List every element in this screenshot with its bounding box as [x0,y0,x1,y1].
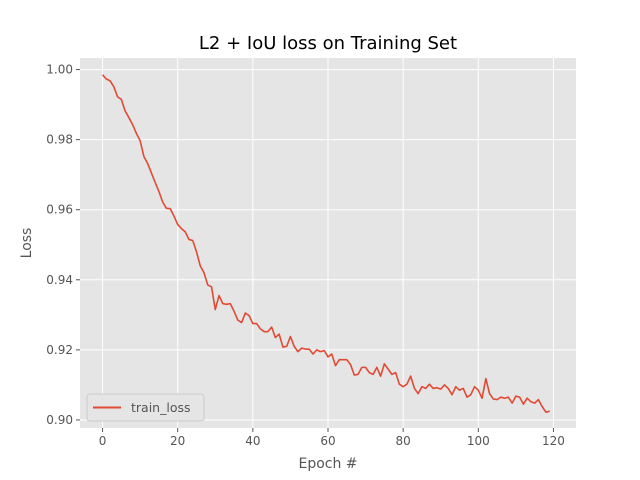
x-tick-label: 120 [542,434,565,448]
x-tick-label: 60 [320,434,335,448]
y-tick-label: 0.90 [46,413,73,427]
legend-box [86,393,205,422]
series-lines [101,74,550,414]
y-tick-label: 0.92 [46,343,73,357]
x-axis-label: Epoch # [298,456,357,472]
y-tick-label: 0.98 [46,133,73,147]
legend: train_loss [86,393,205,422]
x-tick-label: 80 [396,434,411,448]
y-tick-label: 1.00 [46,63,73,77]
x-tick-label: 100 [467,434,490,448]
legend-label: train_loss [131,400,191,415]
y-tick-label: 0.96 [46,203,73,217]
chart-title: L2 + IoU loss on Training Set [199,33,457,54]
train-loss-line [101,74,550,414]
x-tick-label: 20 [170,434,185,448]
y-axis-label: Loss [19,228,35,259]
axis-ticks: 0 20 40 60 80 100 120 0.90 0.92 0.94 0.96 0.98 1.00 [46,63,565,448]
x-tick-label: 0 [99,434,107,448]
y-tick-label: 0.94 [46,273,73,287]
x-tick-label: 40 [245,434,260,448]
